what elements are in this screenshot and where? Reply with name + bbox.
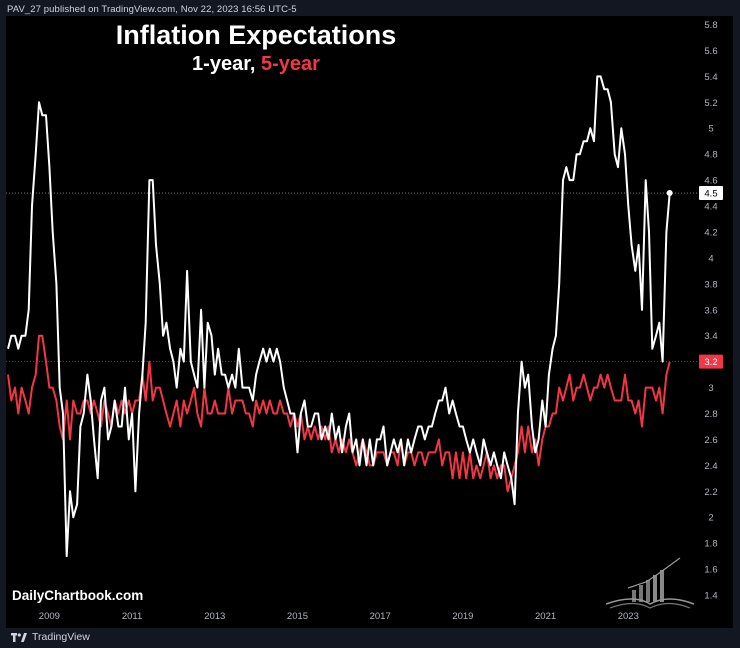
footer-bar — [0, 628, 740, 648]
subtitle-5-year: 5-year — [261, 53, 320, 75]
y-tick-label: 2.4 — [704, 461, 717, 472]
y-tick-label: 4.2 — [704, 227, 717, 238]
tradingview-label: TradingView — [32, 631, 90, 643]
subtitle-1-year: 1-year, — [192, 53, 261, 75]
y-tick-label: 4.4 — [704, 202, 717, 213]
y-tick-label: 1.4 — [704, 591, 717, 602]
level-lines — [6, 192, 699, 363]
x-tick-label: 2021 — [535, 611, 556, 622]
x-tick-label: 2023 — [618, 611, 639, 622]
last-value-label: 3.2 — [704, 357, 717, 368]
price-axis[interactable]: 5.8 5.6 5.4 5.2 5 4.8 4.6 4.4 4.2 4 3.8 3.6 3.4 3.2 3 2… — [704, 20, 717, 602]
watermark-text: DailyChartbook.com — [12, 588, 143, 603]
y-tick-label: 5.4 — [704, 72, 717, 83]
series-line-1-year[interactable] — [7, 75, 671, 558]
y-tick-label: 4 — [708, 253, 713, 264]
x-tick-label: 2013 — [204, 611, 225, 622]
y-tick-label: 1.6 — [704, 565, 717, 576]
x-tick-label: 2019 — [452, 611, 473, 622]
chart-title: Inflation Expectations — [116, 20, 397, 50]
y-tick-label: 5.2 — [704, 98, 717, 109]
x-tick-label: 2011 — [122, 611, 142, 622]
y-tick-label: 3.6 — [704, 305, 717, 316]
y-tick-label: 3.4 — [704, 331, 717, 342]
y-tick-label: 1.8 — [704, 539, 717, 550]
inflation-chart[interactable]: 5.8 5.6 5.4 5.2 5 4.8 4.6 4.4 4.2 4 3.8 3.6 3.4 3.2 3 2… — [6, 16, 733, 628]
y-tick-label: 3.8 — [704, 279, 717, 290]
series-line-5-year[interactable] — [7, 334, 671, 493]
tradingview-logo-icon — [11, 632, 27, 642]
y-tick-label: 2.2 — [704, 487, 717, 498]
x-tick-label: 2017 — [370, 611, 391, 622]
chart-subtitle: 1-year, 5-year — [192, 53, 320, 75]
last-value-badge-1-year: 4.5 — [699, 186, 723, 201]
last-point-marker — [666, 190, 673, 197]
y-tick-label: 5.6 — [704, 46, 717, 57]
y-tick-label: 3 — [708, 383, 713, 394]
published-info: PAV_27 published on TradingView.com, Nov… — [7, 4, 297, 15]
y-tick-label: 2.6 — [704, 435, 717, 446]
y-tick-label: 4.8 — [704, 150, 717, 161]
last-value-badge-5-year: 3.2 — [699, 354, 723, 369]
last-value-label: 4.5 — [704, 189, 717, 200]
tradingview-brand[interactable]: TradingView — [11, 631, 90, 643]
series-layer — [7, 75, 673, 558]
y-tick-label: 5 — [708, 124, 713, 135]
last-value-labels: 4.5 3.2 — [699, 186, 723, 369]
y-tick-label: 4.6 — [704, 176, 717, 187]
x-tick-label: 2009 — [39, 611, 60, 622]
y-tick-label: 5.8 — [704, 20, 717, 31]
time-axis[interactable]: 2009 2011 2013 2015 2017 2019 2021 2023 — [39, 611, 639, 622]
chart-area[interactable]: 5.8 5.6 5.4 5.2 5 4.8 4.6 4.4 4.2 4 3.8 3.6 3.4 3.2 3 2… — [6, 16, 733, 628]
x-tick-label: 2015 — [287, 611, 308, 622]
y-tick-label: 2 — [708, 513, 713, 524]
y-tick-label: 2.8 — [704, 409, 717, 420]
dailychartbook-logo-icon — [605, 557, 695, 609]
